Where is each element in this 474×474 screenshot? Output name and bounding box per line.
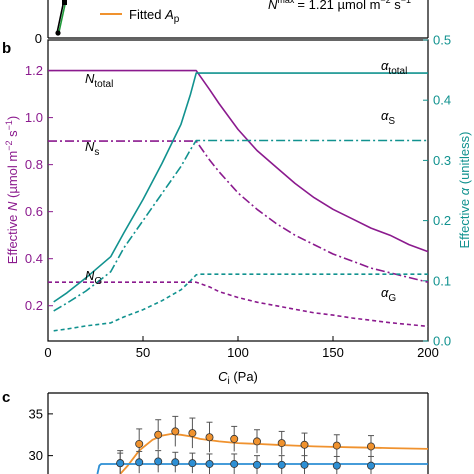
blue_points-point-11 [366,461,375,470]
orange_points-point-8 [277,439,286,448]
y-left-tick-label-1: 0.4 [25,251,43,266]
panel-a-point-1 [55,30,61,36]
panel-b-right-ticks: 0.0 0.1 0.2 0.3 0.4 0.5 [423,33,451,349]
x-tick-label-4: 200 [417,345,439,360]
panel-c-letter: c [2,389,10,406]
x-tick-label-1: 50 [136,345,150,360]
blue_points-point-9 [300,460,309,469]
blue_points-point-1 [135,458,144,467]
orange_points-point-4 [188,429,197,438]
panel-b-series [48,69,429,332]
panel-c-y-tick-label-0: 30 [29,448,43,463]
panel-a-green-line [58,0,67,33]
label-alpha-s: αS [381,108,395,127]
label-n-s: Ns [85,139,99,158]
orange_points-point-1 [135,439,144,448]
orange_points-point-5 [205,433,214,442]
label-alpha-total: αtotal [381,58,407,77]
orange_points-point-9 [300,440,309,449]
series-alpha-g [53,273,428,332]
panel-b: b 0 50 100 150 200 0.2 0.4 0.6 0.8 1.0 1.2 0.0 0.1… [2,33,472,388]
y-left-axis-label: Effective N (µmol m−2 s−1) [4,116,20,264]
panel-b-letter: b [2,40,11,57]
y-right-tick-label-0: 0.0 [433,334,451,349]
panel-c: c 30 35 [2,389,429,474]
panel-c-y-tick-label-1: 35 [29,406,43,421]
panel-a-y-tick-0: 0 [35,31,42,46]
panel-a-black-line [56,0,65,34]
y-right-tick-label-4: 0.4 [433,93,451,108]
label-n-g: NG [85,268,102,287]
panel-a-annotation: Nmax = 1.21 µmol m−2 s−1 [268,0,411,12]
panel-c-y-ticks: 30 35 [29,406,53,463]
panel-c-orange-fit [119,432,429,474]
y-right-tick-label-1: 0.1 [433,273,451,288]
blue_points-point-0 [116,459,125,468]
orange_points-point-11 [366,442,375,451]
blue_points-point-6 [230,459,239,468]
orange_points-point-10 [332,441,341,450]
y-left-tick-label-2: 0.6 [25,204,43,219]
y-right-tick-label-2: 0.2 [433,213,451,228]
blue_points-point-7 [252,460,261,469]
label-n-total: Ntotal [85,71,113,90]
y-left-tick-label-5: 1.2 [25,63,43,78]
orange_points-point-3 [171,427,180,436]
label-alpha-g: αG [381,285,396,304]
blue_points-point-3 [171,458,180,467]
orange_points-point-2 [154,430,163,439]
orange_points-point-6 [230,434,239,443]
x-axis-label: Ci (Pa) [218,369,258,387]
panel-b-left-ticks: 0.2 0.4 0.6 0.8 1.0 1.2 [25,63,53,313]
series-n-total [48,69,429,253]
panel-a-point-2 [62,0,67,5]
blue_points-point-2 [154,457,163,466]
x-tick-label-0: 0 [44,345,51,360]
panel-c-series [96,415,429,474]
y-right-axis-label: Effective α (unitless) [457,131,472,248]
blue_points-point-5 [205,459,214,468]
series-alpha-s [53,139,428,312]
x-tick-label-2: 100 [227,345,249,360]
y-right-tick-label-5: 0.5 [433,33,451,48]
y-right-tick-label-3: 0.3 [433,153,451,168]
y-left-tick-label-4: 1.0 [25,110,43,125]
panel-a: 0 Fitted Ap Nmax = 1.21 µmol m−2 s−1 [35,0,429,46]
blue_points-point-8 [277,460,286,469]
panel-b-x-ticks: 0 50 100 150 200 [44,336,439,360]
y-left-tick-label-3: 0.8 [25,157,43,172]
series-n-g [48,281,429,328]
blue_points-point-10 [332,461,341,470]
panel-a-legend-label: Fitted Ap [129,7,180,25]
panel-c-blue-fit [96,463,428,474]
orange_points-point-7 [252,437,261,446]
x-tick-label-3: 150 [322,345,344,360]
y-left-tick-label-0: 0.2 [25,298,43,313]
blue_points-point-4 [188,459,197,468]
series-alpha-total [53,72,428,303]
